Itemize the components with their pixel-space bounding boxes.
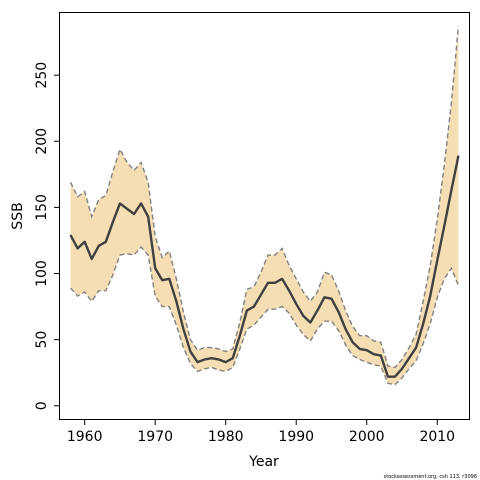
x-tick-label-2010: 2010 (419, 429, 455, 445)
ssb-point-1976 (196, 361, 199, 363)
x-axis: 1960 1970 1980 1990 2000 2010 (67, 419, 455, 445)
ssb-point-2009 (429, 295, 431, 297)
ssb-point-1998 (352, 341, 354, 343)
ssb-point-1982 (239, 335, 241, 337)
ssb-point-1965 (119, 202, 121, 205)
ssb-point-1964 (112, 221, 114, 223)
upper-bound-line (69, 26, 460, 369)
ssb-point-1983 (246, 309, 248, 312)
y-tick-label-0: 0 (34, 401, 50, 410)
ssb-point-1972 (168, 278, 170, 280)
ssb-point-1974 (182, 328, 185, 330)
ssb-point-1990 (295, 303, 297, 305)
ssb-point-1985 (260, 294, 262, 296)
ssb-point-1973 (175, 300, 177, 302)
x-tick-label-1960: 1960 (67, 429, 103, 445)
ssb-point-1980 (225, 361, 227, 363)
ssb-point-1960 (84, 241, 86, 243)
ssb-point-2007 (415, 346, 417, 349)
ssb-estimate-line (69, 155, 460, 378)
x-tick-label-1980: 1980 (208, 429, 244, 445)
ssb-point-1988 (281, 278, 283, 280)
x-tick-label-2000: 2000 (349, 429, 385, 445)
y-axis-title: SSB (10, 202, 26, 229)
ssb-point-1975 (189, 350, 192, 353)
ssb-point-2000 (366, 349, 368, 351)
ssb-point-1989 (288, 290, 290, 292)
ssb-point-2005 (401, 368, 403, 370)
ssb-point-1995 (330, 298, 333, 300)
x-axis-title: Year (248, 454, 279, 470)
ssb-point-1987 (274, 282, 276, 284)
x-tick-label-1970: 1970 (137, 429, 173, 445)
ssb-point-1986 (267, 282, 269, 284)
ssb-point-1999 (359, 348, 361, 350)
ssb-point-1979 (218, 358, 220, 361)
ssb-point-2001 (373, 353, 375, 355)
lower-bound-line (70, 246, 460, 386)
y-tick-label-100: 100 (34, 260, 50, 287)
ssb-point-2013 (457, 155, 460, 157)
ssb-point-1981 (232, 357, 234, 359)
ssb-point-2003 (387, 376, 389, 378)
ssb-point-2010 (436, 259, 438, 261)
footnote: stockassessment.org, csh 113, r3096 (384, 474, 477, 480)
ssb-point-1961 (91, 258, 93, 260)
ssb-point-2006 (408, 357, 410, 359)
y-tick-label-200: 200 (34, 128, 50, 155)
y-tick-label-150: 150 (34, 194, 50, 221)
ssb-point-2004 (394, 376, 396, 378)
plot-frame (59, 12, 470, 420)
ssb-line-layer (69, 155, 460, 378)
x-tick-label-1990: 1990 (278, 429, 314, 445)
ssb-point-2008 (422, 323, 424, 325)
ssb-point-1996 (337, 311, 340, 313)
ssb-point-1959 (77, 247, 79, 249)
ssb-point-1968 (140, 202, 142, 205)
y-tick-label-50: 50 (34, 331, 50, 349)
ssb-point-1962 (98, 245, 100, 247)
ssb-point-1994 (323, 296, 326, 298)
ssb-point-1970 (154, 267, 156, 269)
ssb-point-2011 (443, 225, 445, 227)
ssb-point-1969 (147, 216, 149, 218)
ssb-point-1984 (253, 305, 255, 308)
confidence-band (70, 26, 459, 385)
y-axis: 0 50 100 150 200 250 (34, 62, 60, 410)
ssb-point-1993 (316, 309, 318, 312)
ssb-point-1977 (203, 358, 206, 361)
ssb-point-1971 (161, 279, 163, 281)
ssb-point-1992 (309, 321, 311, 324)
confidence-band-layer (69, 26, 460, 386)
ssb-point-1958 (69, 234, 72, 236)
ssb-point-1991 (302, 315, 304, 317)
ssb-point-1966 (126, 208, 128, 210)
ssb-point-2012 (450, 189, 452, 191)
ssb-point-1963 (105, 241, 107, 243)
ssb-point-1997 (344, 328, 347, 330)
ssb-point-1967 (133, 213, 135, 215)
ssb-point-2002 (380, 354, 382, 357)
y-tick-label-250: 250 (34, 62, 50, 89)
ssb-point-1978 (211, 357, 213, 359)
